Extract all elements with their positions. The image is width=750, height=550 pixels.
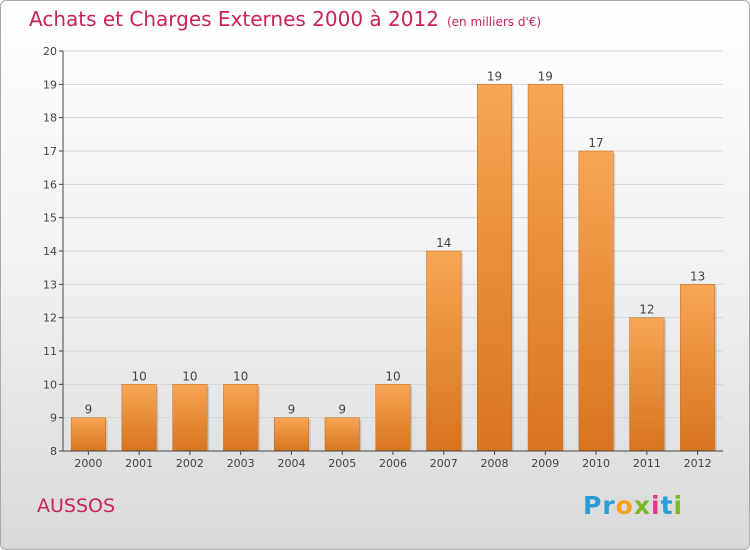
y-tick-label: 17 — [43, 145, 57, 158]
x-tick-label: 2005 — [328, 457, 356, 470]
x-tick-label: 2010 — [582, 457, 610, 470]
bar-value-label: 14 — [436, 236, 451, 250]
bar — [375, 384, 411, 452]
bar — [324, 417, 360, 452]
x-tick-label: 2000 — [74, 457, 102, 470]
proxiti-logo[interactable]: Proxiti — [583, 491, 683, 520]
bar-value-label: 10 — [385, 369, 400, 383]
chart-title-text: Achats et Charges Externes 2000 à 2012 — [29, 7, 439, 31]
chart-subtitle: (en milliers d'€) — [446, 15, 542, 29]
bar-value-label: 9 — [288, 403, 296, 417]
x-tick-label: 2004 — [277, 457, 305, 470]
bar — [578, 150, 614, 452]
x-tick-label: 2008 — [481, 457, 509, 470]
bar — [121, 384, 157, 452]
y-tick-label: 9 — [50, 412, 57, 425]
y-tick-label: 12 — [43, 312, 57, 325]
chart-title: Achats et Charges Externes 2000 à 2012 (e… — [29, 7, 541, 31]
y-tick-label: 16 — [43, 178, 57, 191]
x-tick-label: 2011 — [633, 457, 661, 470]
bar — [70, 417, 106, 452]
logo-letter: r — [602, 491, 616, 520]
y-tick-label: 15 — [43, 212, 57, 225]
logo-letter: o — [615, 491, 634, 520]
commune-name: AUSSOS — [37, 495, 116, 517]
x-tick-label: 2006 — [379, 457, 407, 470]
y-tick-label: 19 — [43, 78, 57, 91]
bar-value-label: 9 — [85, 403, 93, 417]
bar — [680, 284, 716, 452]
bar-value-label: 10 — [132, 369, 147, 383]
y-tick-label: 11 — [43, 345, 57, 358]
bar-value-label: 17 — [588, 136, 603, 150]
bar — [477, 84, 513, 452]
x-tick-label: 2003 — [227, 457, 255, 470]
x-tick-label: 2007 — [430, 457, 458, 470]
y-tick-label: 14 — [43, 245, 57, 258]
y-tick-label: 20 — [43, 45, 57, 58]
y-tick-label: 13 — [43, 278, 57, 291]
bar — [426, 250, 462, 452]
x-tick-label: 2009 — [531, 457, 559, 470]
y-tick-label: 18 — [43, 112, 57, 125]
bar — [629, 317, 665, 452]
bar-value-label: 9 — [338, 403, 346, 417]
logo-letter: x — [633, 491, 651, 520]
bar — [273, 417, 309, 452]
logo-letter: P — [583, 491, 603, 520]
x-tick-label: 2012 — [684, 457, 712, 470]
logo-letter: i — [673, 491, 684, 520]
bar — [172, 384, 208, 452]
y-tick-label: 8 — [50, 445, 57, 458]
bar — [527, 84, 563, 452]
logo-letter: t — [660, 491, 674, 520]
x-tick-label: 2002 — [176, 457, 204, 470]
bar-value-label: 12 — [639, 303, 654, 317]
bar — [223, 384, 259, 452]
logo-letter: i — [651, 491, 661, 520]
x-tick-label: 2001 — [125, 457, 153, 470]
bar-value-label: 10 — [233, 369, 248, 383]
bar-value-label: 19 — [538, 69, 553, 83]
bar-value-label: 10 — [182, 369, 197, 383]
bar-value-label: 13 — [690, 269, 705, 283]
y-tick-label: 10 — [43, 378, 57, 391]
bar-value-label: 19 — [487, 69, 502, 83]
